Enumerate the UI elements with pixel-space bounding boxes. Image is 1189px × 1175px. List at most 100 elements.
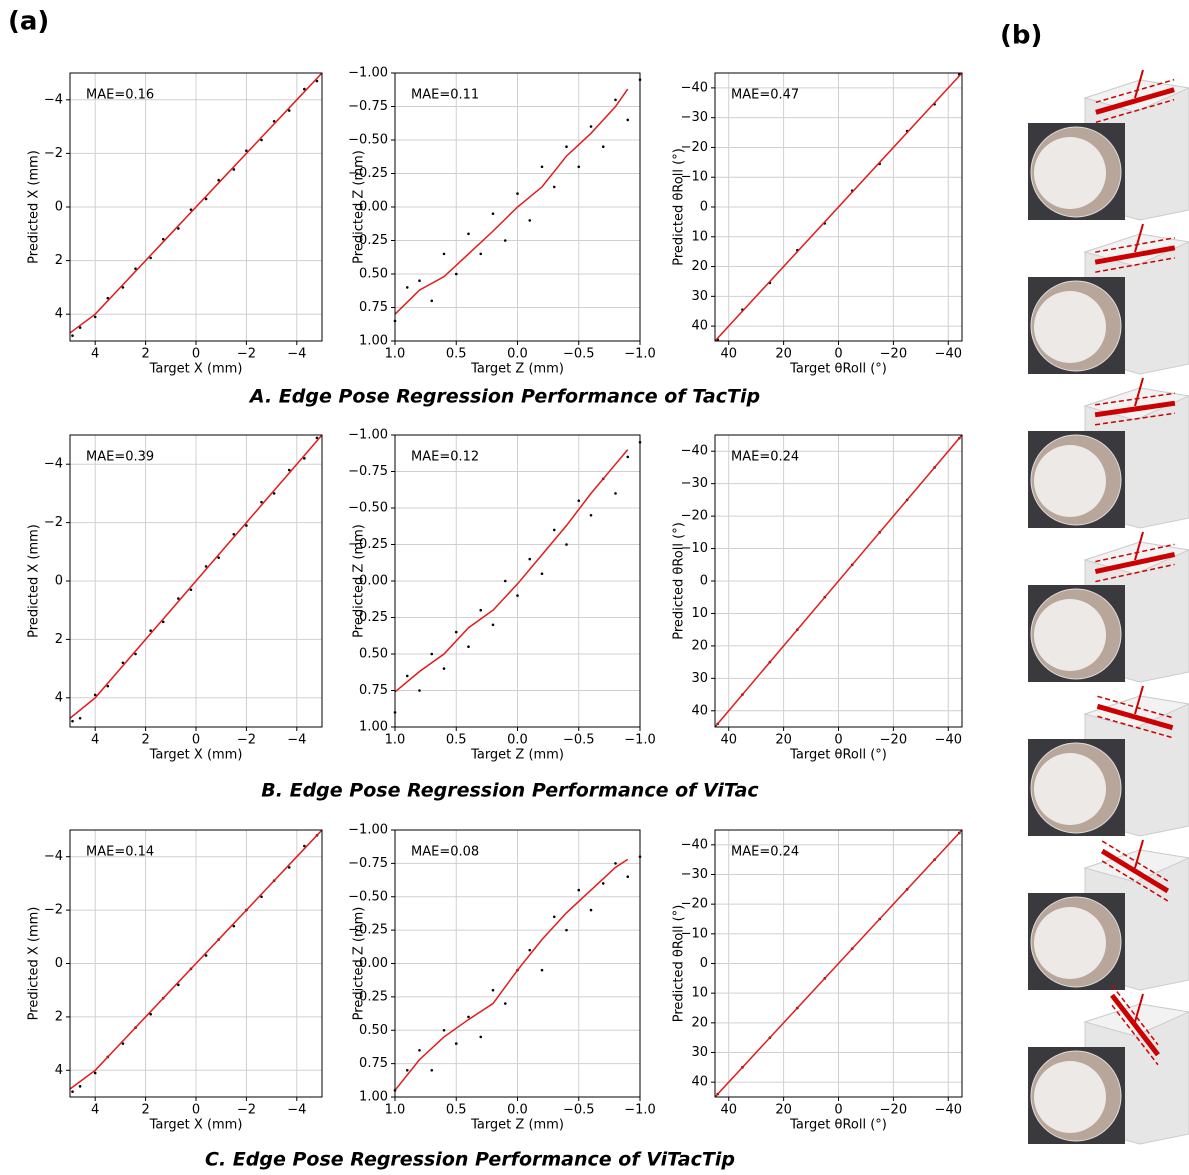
point: [93, 315, 97, 319]
y-tick-label: 10: [691, 606, 708, 621]
sensor-glow: [1034, 1061, 1106, 1133]
x-tick-label: 40: [720, 1103, 737, 1118]
y-tick-label: 0.25: [359, 989, 388, 1004]
edge-dash: [1111, 1004, 1159, 1066]
point: [217, 556, 220, 559]
point: [540, 165, 544, 169]
x-tick-label: 4: [91, 1103, 99, 1118]
x-tick-label: 0.0: [507, 733, 528, 748]
y-axis-label: Predicted θRoll (°): [672, 148, 687, 266]
point: [479, 608, 483, 612]
y-tick-label: −0.75: [348, 856, 388, 871]
x-tick-label: −0.5: [563, 733, 595, 748]
plot-frame: [69, 72, 323, 342]
plot-frame: [69, 829, 323, 1098]
point: [78, 1085, 82, 1088]
edge-line: [1094, 400, 1176, 418]
point: [552, 915, 556, 919]
x-tick-label: 0: [834, 733, 842, 748]
sensor-glow: [1034, 291, 1106, 363]
normal-arrow: [1134, 993, 1144, 1023]
point: [454, 272, 458, 276]
y-tick-label: 4: [55, 307, 63, 322]
point: [565, 145, 568, 148]
point: [540, 968, 544, 972]
panel-label: (a): [8, 7, 49, 37]
normal-arrow: [1134, 223, 1144, 253]
sensor-illustration: [1028, 223, 1189, 375]
block-top: [1083, 849, 1189, 883]
plot-frame: [69, 434, 323, 728]
y-tick-label: 40: [691, 703, 708, 718]
point: [149, 256, 152, 260]
y-tick-label: −2: [44, 903, 63, 918]
point: [71, 719, 74, 723]
plot-frame: [394, 829, 641, 1098]
y-tick-label: −0.50: [348, 133, 388, 148]
point: [491, 623, 495, 627]
x-tick-label: 2: [141, 1103, 149, 1118]
normal-arrow: [1134, 685, 1144, 715]
annotation: MAE=0.12: [411, 450, 479, 465]
y-axis-label: Predicted θRoll (°): [672, 522, 687, 640]
sensor-glow: [1034, 907, 1106, 979]
y-tick-label: −30: [681, 867, 708, 882]
point: [479, 1035, 483, 1039]
x-axis-label: Target θRoll (°): [789, 748, 887, 763]
y-tick-label: 0: [55, 200, 63, 215]
point: [134, 652, 137, 656]
x-tick-label: 0: [834, 347, 842, 362]
point: [626, 118, 630, 122]
x-tick-label: −20: [880, 347, 907, 362]
row-title: B. Edge Pose Regression Performance of V…: [261, 780, 759, 802]
point: [418, 1048, 421, 1052]
x-tick-label: 0.5: [446, 1103, 467, 1118]
y-tick-label: 20: [691, 1015, 708, 1030]
point: [577, 165, 581, 169]
point: [454, 630, 458, 634]
x-tick-label: −0.5: [563, 1103, 595, 1118]
y-tick-label: −4: [44, 457, 63, 472]
point: [589, 125, 593, 128]
y-tick-label: 1.00: [359, 334, 388, 349]
y-tick-label: −30: [681, 476, 708, 491]
edge-dash: [1094, 392, 1176, 406]
point: [303, 457, 306, 460]
x-tick-label: −4: [287, 347, 306, 362]
x-tick-label: −1.0: [624, 347, 656, 362]
x-tick-label: 0: [192, 733, 200, 748]
y-tick-label: −4: [44, 849, 63, 864]
annotation: MAE=0.16: [86, 88, 154, 103]
point: [565, 928, 568, 932]
edge-dash: [1095, 543, 1175, 563]
point: [232, 924, 236, 928]
normal-arrow: [1134, 839, 1144, 869]
edge-dash: [1094, 412, 1176, 426]
point: [189, 208, 193, 211]
annotation: MAE=0.14: [86, 845, 154, 860]
plot-frame: [714, 829, 963, 1098]
point: [626, 455, 630, 459]
x-tick-label: −40: [935, 347, 962, 362]
point: [287, 468, 291, 472]
fit-line: [394, 88, 629, 315]
edge-dash: [1111, 984, 1159, 1046]
x-tick-label: 20: [775, 733, 792, 748]
point: [601, 882, 605, 885]
sensor-illustration: [1028, 839, 1189, 991]
plot-frame: [714, 72, 963, 342]
y-tick-label: 0.75: [359, 683, 388, 698]
y-tick-label: 0: [55, 956, 63, 971]
y-tick-label: −0.50: [348, 501, 388, 516]
point: [149, 1012, 152, 1016]
x-tick-label: −40: [935, 1103, 962, 1118]
x-tick-label: 20: [775, 347, 792, 362]
y-tick-label: −10: [681, 926, 708, 941]
point: [430, 299, 434, 303]
point: [430, 1069, 434, 1072]
x-tick-label: 4: [91, 733, 99, 748]
y-tick-label: −2: [44, 146, 63, 161]
point: [134, 267, 137, 270]
point: [528, 219, 532, 222]
y-tick-label: −0.50: [348, 889, 388, 904]
